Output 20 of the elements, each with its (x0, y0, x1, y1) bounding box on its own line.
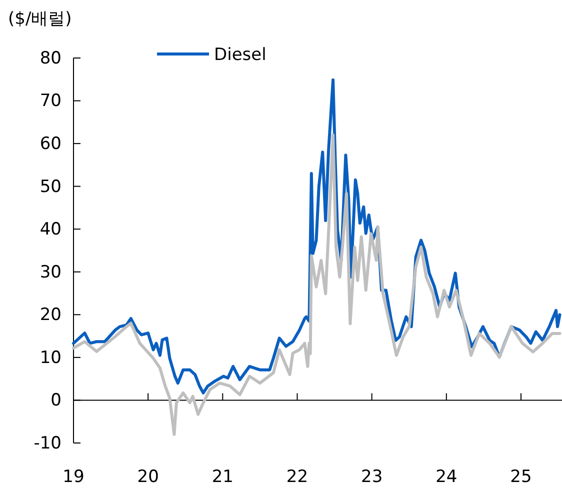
y-tick-label: 20 (40, 305, 62, 326)
x-tick-label: 25 (510, 467, 532, 487)
y-tick-label: 80 (40, 48, 62, 68)
y-tick-label: 50 (40, 176, 62, 197)
y-tick-label: 30 (40, 262, 62, 282)
x-tick-label: 20 (137, 467, 159, 487)
x-tick-label: 24 (436, 467, 458, 487)
y-tick-label: 10 (40, 348, 62, 368)
y-tick-label: 0 (50, 390, 62, 411)
x-tick-label: 22 (286, 467, 308, 487)
y-tick-label: 70 (40, 91, 62, 112)
legend-label: Diesel (214, 45, 266, 65)
y-axis-title: ($/배럴) (8, 9, 72, 29)
x-tick-label: 23 (361, 467, 383, 487)
y-tick-label: 60 (40, 134, 62, 154)
y-tick-label: -10 (34, 433, 62, 454)
x-tick-label: 21 (212, 467, 234, 487)
x-tick-label: 19 (62, 467, 84, 487)
line-series (72, 134, 562, 436)
y-tick-label: 40 (40, 220, 62, 240)
